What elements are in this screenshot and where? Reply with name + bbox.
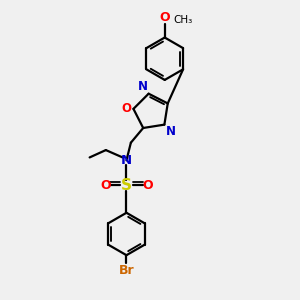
Text: CH₃: CH₃	[173, 15, 192, 25]
Text: S: S	[121, 178, 132, 193]
Text: N: N	[121, 154, 132, 167]
Text: N: N	[137, 80, 147, 92]
Text: O: O	[159, 11, 170, 24]
Text: O: O	[142, 179, 153, 192]
Text: Br: Br	[118, 264, 134, 277]
Text: O: O	[100, 179, 111, 192]
Text: N: N	[166, 125, 176, 138]
Text: O: O	[122, 102, 132, 116]
